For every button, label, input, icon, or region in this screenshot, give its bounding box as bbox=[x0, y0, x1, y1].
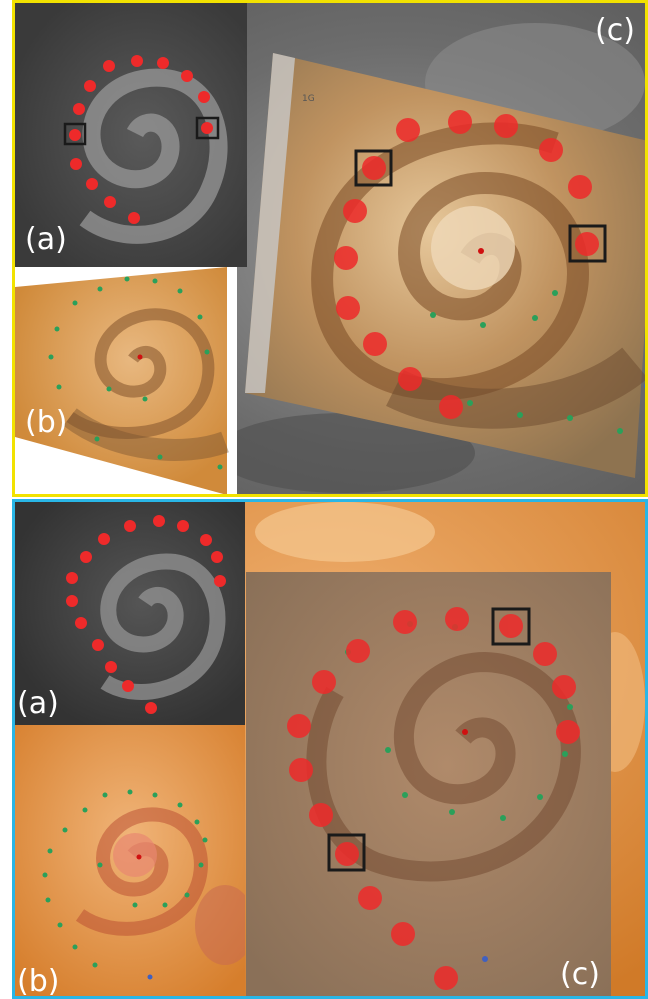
bottom-b-photo bbox=[15, 725, 245, 996]
bottom-c-highlight-box-2 bbox=[327, 833, 366, 872]
bottom-c-highlight-box-1 bbox=[491, 607, 531, 646]
top-c-highlight-box-2 bbox=[568, 224, 607, 263]
bottom-label-b: (b) bbox=[17, 964, 60, 999]
top-b-photo bbox=[15, 267, 237, 494]
top-c-highlight-box-1 bbox=[354, 149, 393, 187]
top-a-ct-image bbox=[15, 3, 247, 267]
top-c-sticker-text: 1G bbox=[302, 94, 315, 104]
bottom-a-ct-image bbox=[15, 502, 245, 725]
top-label-c: (c) bbox=[595, 13, 635, 48]
top-a-highlight-box-1 bbox=[63, 122, 87, 146]
bottom-c-photo bbox=[246, 572, 611, 996]
bottom-figure-panel: (a) (b) (c) bbox=[12, 499, 648, 999]
top-label-b: (b) bbox=[25, 405, 68, 440]
bottom-label-c: (c) bbox=[560, 957, 600, 992]
top-label-a: (a) bbox=[25, 222, 67, 257]
top-c-photo: 1G bbox=[245, 53, 645, 478]
bottom-label-a: (a) bbox=[17, 686, 59, 721]
top-figure-panel: 1G (a) bbox=[12, 0, 648, 497]
top-a-highlight-box-2 bbox=[195, 116, 220, 140]
